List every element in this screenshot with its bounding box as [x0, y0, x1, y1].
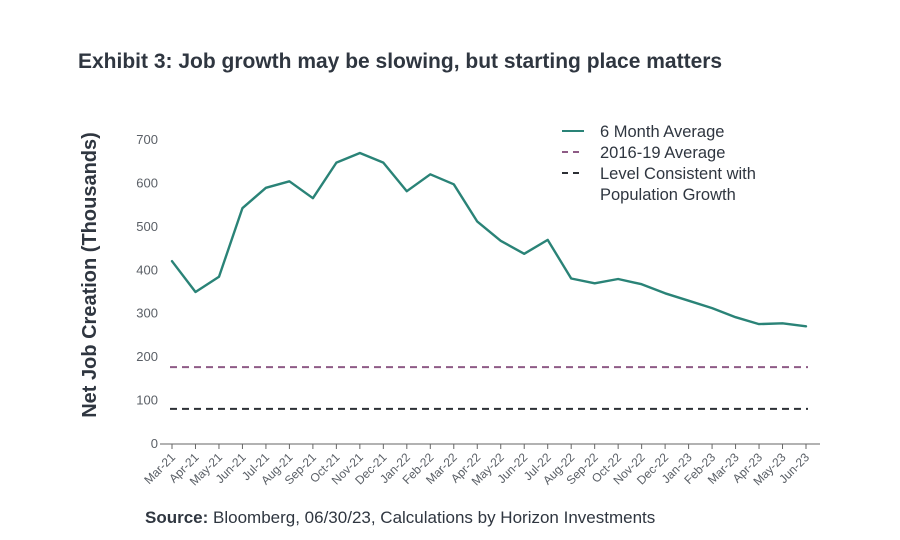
source-label: Source:	[145, 508, 209, 527]
series-line-0	[170, 151, 808, 328]
y-tick-label: 200	[136, 349, 158, 364]
y-tick-label: 300	[136, 306, 158, 321]
legend-label-2: Population Growth	[600, 186, 736, 204]
legend-label-0: 6 Month Average	[600, 123, 724, 141]
y-tick-label: 100	[136, 393, 158, 408]
legend-label-1: 2016-19 Average	[600, 144, 725, 162]
legend-label-2: Level Consistent with	[600, 165, 756, 183]
chart-title: Exhibit 3: Job growth may be slowing, bu…	[78, 50, 723, 73]
y-tick-label: 0	[151, 436, 158, 451]
y-tick-label: 700	[136, 132, 158, 147]
y-tick-label: 500	[136, 219, 158, 234]
source-text: Bloomberg, 06/30/23, Calculations by Hor…	[208, 508, 656, 527]
source-note: Source: Bloomberg, 06/30/23, Calculation…	[145, 508, 655, 528]
y-axis-label: Net Job Creation (Thousands)	[79, 132, 101, 418]
y-tick-label: 600	[136, 175, 158, 190]
y-tick-label: 400	[136, 262, 158, 277]
